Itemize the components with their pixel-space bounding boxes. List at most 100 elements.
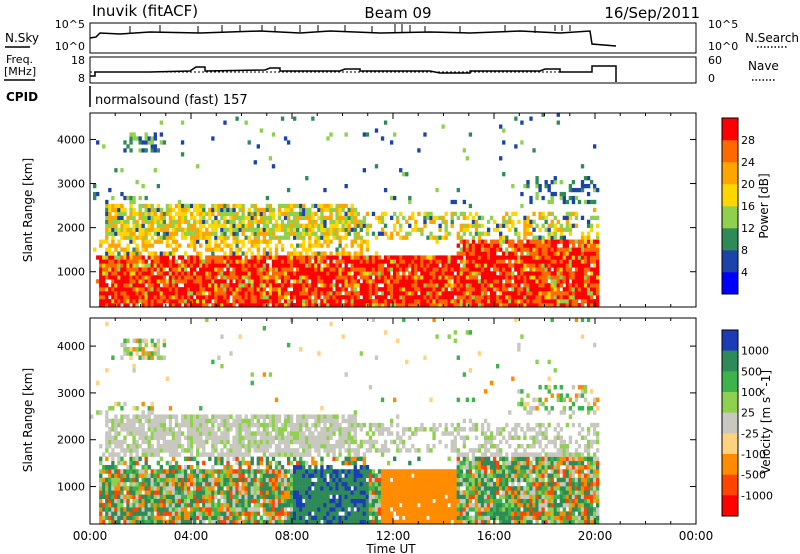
heatmap-cell — [317, 287, 321, 292]
heatmap-cell — [308, 235, 312, 240]
heatmap-cell — [150, 477, 154, 483]
heatmap-cell — [235, 460, 239, 466]
heatmap-cell — [193, 223, 197, 228]
heatmap-cell — [393, 259, 397, 264]
heatmap-cell — [468, 271, 473, 276]
heatmap-cell — [368, 295, 373, 300]
heatmap-cell — [147, 448, 151, 453]
heatmap-cell — [96, 279, 100, 284]
heatmap-cell — [305, 263, 309, 268]
heatmap-cell — [592, 279, 597, 284]
heatmap-cell — [426, 255, 430, 260]
heatmap-cell — [199, 251, 203, 256]
heatmap-cell — [317, 275, 321, 280]
heatmap-cell — [592, 287, 597, 292]
heatmap-cell — [250, 203, 254, 209]
heatmap-cell — [144, 207, 148, 213]
heatmap-cell — [520, 247, 524, 252]
heatmap-cell — [453, 199, 457, 205]
heatmap-cell — [256, 490, 260, 495]
heatmap-cell — [111, 287, 115, 292]
heatmap-cell — [238, 239, 242, 244]
heatmap-cell — [132, 227, 136, 232]
y-tick-label: 1000 — [57, 266, 85, 279]
heatmap-cell — [293, 279, 297, 284]
heatmap-cell — [108, 515, 112, 521]
heatmap-cell — [159, 239, 164, 244]
heatmap-cell — [259, 211, 264, 217]
heatmap-cell — [126, 271, 130, 276]
heatmap-cell — [208, 263, 212, 268]
heatmap-cell — [202, 303, 206, 308]
heatmap-cell — [444, 255, 448, 260]
heatmap-cell — [289, 207, 294, 213]
heatmap-cell — [117, 473, 121, 478]
heatmap-cell — [202, 263, 206, 268]
heatmap-cell — [138, 279, 142, 284]
heatmap-cell — [299, 267, 303, 272]
heatmap-cell — [302, 287, 306, 292]
heatmap-cell — [496, 263, 500, 268]
heatmap-cell — [280, 203, 285, 209]
heatmap-cell — [123, 247, 127, 252]
heatmap-cell — [568, 263, 573, 268]
heatmap-cell — [223, 239, 227, 244]
heatmap-cell — [217, 456, 221, 462]
heatmap-cell — [217, 295, 221, 300]
heatmap-cell — [180, 299, 185, 304]
heatmap-cell — [208, 275, 212, 280]
heatmap-cell — [353, 263, 357, 268]
heatmap-cell — [211, 469, 215, 474]
heatmap-cell — [247, 303, 251, 308]
heatmap-cell — [553, 243, 557, 248]
heatmap-cell — [465, 239, 470, 244]
heatmap-cell — [277, 498, 282, 504]
nsearch-tick-bottom: 10^0 — [708, 40, 738, 53]
heatmap-cell — [571, 291, 576, 296]
heatmap-cell — [147, 481, 151, 487]
heatmap-cell — [362, 287, 367, 292]
heatmap-cell — [138, 235, 142, 240]
heatmap-cell — [165, 239, 170, 244]
heatmap-cell — [462, 227, 467, 232]
heatmap-cell — [314, 283, 318, 288]
heatmap-cell — [277, 431, 282, 436]
heatmap-cell — [320, 235, 324, 240]
heatmap-cell — [268, 251, 273, 256]
heatmap-cell — [144, 136, 148, 141]
heatmap-cell — [550, 219, 554, 224]
heatmap-cell — [262, 263, 267, 268]
heatmap-cell — [99, 473, 103, 478]
heatmap-cell — [99, 299, 103, 304]
heatmap-cell — [586, 176, 591, 181]
heatmap-cell — [135, 299, 139, 304]
heatmap-cell — [583, 239, 588, 244]
heatmap-cell — [553, 279, 557, 284]
heatmap-cell — [168, 235, 173, 240]
heatmap-cell — [189, 291, 194, 296]
heatmap-cell — [547, 239, 551, 244]
heatmap-cell — [189, 511, 194, 516]
heatmap-cell — [199, 227, 203, 232]
heatmap-cell — [468, 267, 473, 272]
heatmap-cell — [165, 498, 170, 504]
heatmap-cell — [271, 207, 276, 213]
beam-title: Beam 09 — [364, 4, 431, 22]
heatmap-cell — [120, 235, 124, 240]
heatmap-cell — [90, 414, 94, 419]
heatmap-cell — [229, 481, 233, 487]
heatmap-cell — [283, 498, 288, 504]
heatmap-cell — [141, 473, 145, 478]
heatmap-cell — [153, 507, 157, 512]
heatmap-cell — [538, 255, 542, 260]
heatmap-cell — [235, 259, 239, 264]
heatmap-cell — [196, 207, 200, 213]
heatmap-cell — [435, 255, 439, 260]
heatmap-cell — [353, 223, 357, 228]
heatmap-cell — [323, 215, 327, 220]
heatmap-cell — [465, 223, 470, 228]
heatmap-cell — [523, 295, 527, 300]
heatmap-cell — [389, 140, 394, 145]
heatmap-cell — [199, 406, 203, 411]
heatmap-cell — [265, 465, 270, 470]
